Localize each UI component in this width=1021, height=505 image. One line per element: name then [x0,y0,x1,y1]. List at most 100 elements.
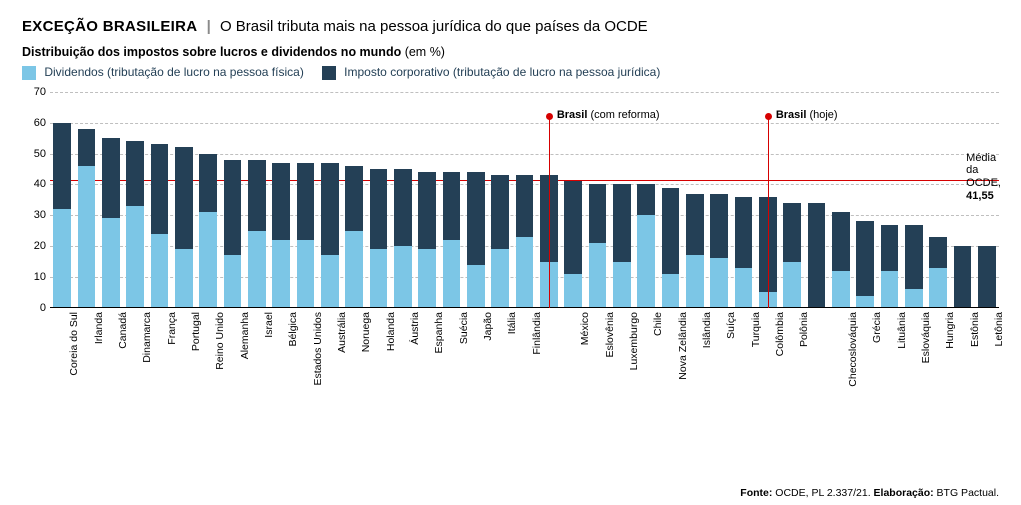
bar-seg-corporate [272,163,290,240]
legend-swatch-dividends [22,66,36,80]
x-tick-label: Nova Zelândia [677,312,689,380]
x-tick-label: Alemanha [239,312,251,359]
x-tick-label: Reino Unido [214,312,226,370]
source-elab-value: BTG Pactual. [934,487,999,499]
source-fonte-value: OCDE, PL 2.337/21. [772,487,873,499]
y-tick-label: 20 [22,240,46,252]
bar-seg-corporate [783,203,801,262]
x-tick-label: Itália [506,312,518,334]
marker-label: Brasil (hoje) [776,109,838,121]
x-tick-label: Luxemburgo [628,312,640,370]
bar-seg-corporate [686,194,704,256]
source-fonte-label: Fonte: [740,487,772,499]
bar-seg-dividends [53,209,71,308]
bar-seg-dividends [564,274,582,308]
bar-seg-dividends [832,271,850,308]
bar-seg-dividends [297,240,315,308]
brazil-marker: Brasil (hoje) [768,117,770,308]
title-separator: | [207,18,211,35]
bar-seg-dividends [151,234,169,308]
bar-seg-dividends [126,206,144,308]
y-tick-label: 0 [22,302,46,314]
x-tick-label: Holanda [385,312,397,351]
bar-seg-dividends [467,265,485,308]
legend: Dividendos (tributação de lucro na pesso… [22,65,999,80]
x-tick-label: Polônia [798,312,810,347]
y-tick-label: 40 [22,178,46,190]
bar-seg-dividends [321,255,339,307]
x-tick-label: Suécia [458,312,470,344]
bar-seg-corporate [735,197,753,268]
bar-seg-corporate [224,160,242,256]
bar-seg-dividends [224,255,242,307]
bar-seg-dividends [394,246,412,308]
x-tick-label: Espanha [433,312,445,353]
bar-seg-corporate [126,141,144,206]
legend-item-dividends: Dividendos (tributação de lucro na pesso… [22,65,304,80]
bar-seg-dividends [686,255,704,307]
bar-seg-corporate [516,175,534,237]
bar-seg-dividends [881,271,899,308]
x-tick-label: México [579,312,591,345]
bar-seg-corporate [297,163,315,240]
bar-seg-corporate [954,246,972,308]
bar-seg-corporate [978,246,996,308]
bar-seg-dividends [905,289,923,308]
bar-seg-dividends [175,249,193,308]
x-tick-label: França [166,312,178,345]
x-tick-label: Canadá [117,312,129,349]
legend-item-corporate: Imposto corporativo (tributação de lucro… [322,65,661,80]
marker-dot-icon [765,113,772,120]
bar-seg-corporate [856,221,874,295]
bar-seg-corporate [589,184,607,243]
y-tick-label: 60 [22,117,46,129]
bar-seg-corporate [613,184,631,261]
bar-seg-corporate [248,160,266,231]
x-tick-label: Japão [482,312,494,341]
bar-seg-corporate [637,184,655,215]
x-tick-label: Chile [652,312,664,336]
bar-seg-corporate [564,181,582,274]
bar-seg-dividends [272,240,290,308]
bar-seg-corporate [199,154,217,213]
x-tick-label: Hungria [944,312,956,349]
x-tick-label: Austrália [336,312,348,353]
bar-seg-dividends [345,231,363,308]
x-tick-label: Israel [263,312,275,338]
source-elab-label: Elaboração: [874,487,934,499]
bar-seg-corporate [905,225,923,290]
bar-seg-corporate [881,225,899,271]
bar-seg-corporate [345,166,363,231]
x-tick-label: Irlanda [93,312,105,344]
x-tick-label: Turquia [750,312,762,347]
x-tick-label: Eslováquia [920,312,932,363]
title-rest: O Brasil tributa mais na pessoa jurídica… [220,18,648,35]
bar-seg-dividends [637,215,655,308]
bar-seg-dividends [443,240,461,308]
marker-label: Brasil (com reforma) [557,109,660,121]
y-tick-label: 30 [22,209,46,221]
bar-seg-corporate [832,212,850,271]
bar-seg-corporate [102,138,120,218]
x-tick-label: Grécia [871,312,883,343]
x-tick-label: Eslovênia [604,312,616,358]
bar-seg-dividends [929,268,947,308]
bar-seg-dividends [662,274,680,308]
bar-seg-dividends [370,249,388,308]
x-tick-label: Áustria [409,312,421,345]
bar-seg-dividends [78,166,96,308]
x-tick-label: Coreia do Sul [68,312,80,376]
bar-seg-dividends [199,212,217,308]
brazil-marker: Brasil (com reforma) [549,117,551,308]
x-tick-label: Dinamarca [141,312,153,363]
x-tick-label: Colômbia [774,312,786,356]
bar-seg-corporate [321,163,339,256]
bar-seg-corporate [394,169,412,246]
subtitle-bold: Distribuição dos impostos sobre lucros e… [22,45,401,59]
marker-dot-icon [546,113,553,120]
subtitle: Distribuição dos impostos sobre lucros e… [22,45,999,59]
bar-seg-dividends [783,262,801,308]
baseline [50,307,999,308]
bar-seg-dividends [248,231,266,308]
x-tick-label: Estônia [969,312,981,347]
